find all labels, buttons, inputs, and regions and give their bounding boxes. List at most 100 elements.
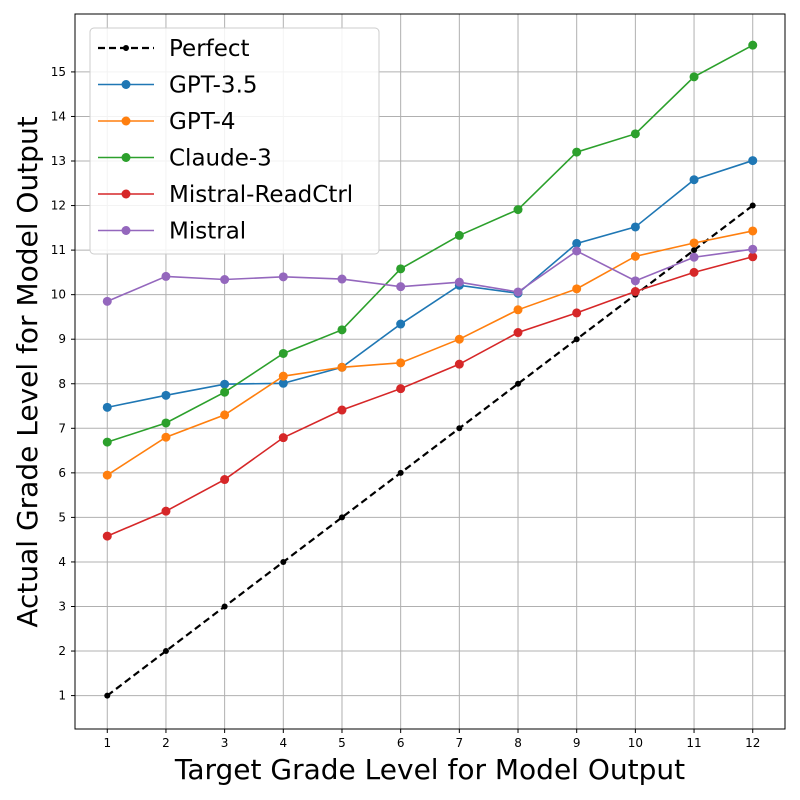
x-axis-ticks: 1 2 3 4 5 6 7 8 9 10 11 12 [103,729,760,750]
data-point-gpt-4 [513,305,523,315]
series-group [102,40,758,699]
data-point-gpt-4 [689,238,699,248]
data-point-gpt-4 [396,358,406,368]
y-tick-label: 1 [58,689,66,703]
data-point-gpt-4 [337,362,347,372]
series-line-gpt-4 [106,230,753,476]
data-point-gpt-4 [278,371,288,381]
y-tick-label: 7 [58,421,66,435]
y-tick-label: 3 [58,599,66,613]
series-mistral-readctrl [102,252,758,541]
data-point-mistral-readctrl [220,475,230,485]
y-tick-label: 12 [51,199,66,213]
data-point-gpt-3-5 [102,402,112,412]
x-tick-label: 4 [279,736,287,750]
series-line-gpt-3-5 [107,159,753,409]
x-tick-label: 9 [573,736,581,750]
series-line-mistral [106,248,753,303]
data-point-gpt-4 [220,410,230,420]
data-point-mistral-readctrl [513,328,523,338]
series-line-mistral-readctrl [106,256,753,537]
x-tick-label: 3 [221,736,229,750]
y-tick-label: 10 [51,288,66,302]
data-point-mistral [102,296,112,306]
legend-marker-gpt-4 [121,116,131,126]
data-point-perfect [280,558,287,565]
data-point-mistral-readctrl [161,506,171,516]
data-point-perfect [749,202,756,209]
data-point-gpt-4 [748,226,758,236]
y-tick-label: 15 [51,65,66,79]
x-tick-label: 5 [338,736,346,750]
data-point-mistral-readctrl [748,252,758,262]
data-point-claude-3 [102,437,112,447]
data-point-gpt-4 [454,334,464,344]
y-axis-title: Actual Grade Level for Model Output [11,116,44,627]
legend-box [89,27,380,255]
data-point-perfect [397,469,404,476]
series-claude-3 [102,40,758,447]
data-point-mistral-readctrl [572,308,582,318]
x-tick-label: 2 [162,736,170,750]
series-mistral [102,244,758,306]
data-point-mistral [396,282,406,292]
data-point-gpt-4 [572,284,582,294]
y-tick-label: 11 [51,243,66,257]
x-tick-label: 10 [628,736,643,750]
y-tick-label: 9 [58,332,66,346]
data-point-gpt-3-5 [278,378,288,388]
y-tick-label: 2 [58,644,66,658]
data-point-claude-3 [396,264,406,274]
data-point-claude-3 [689,72,699,82]
data-point-perfect [338,514,345,521]
y-tick-label: 8 [58,377,66,391]
legend-label-claude-3: Claude-3 [169,146,272,172]
x-tick-label: 12 [745,736,760,750]
data-point-mistral-readctrl [102,531,112,541]
legend-marker-mistral-readctrl [121,189,131,199]
x-tick-label: 11 [686,736,701,750]
y-tick-label: 14 [51,109,66,123]
data-point-perfect [221,603,228,610]
data-point-gpt-3-5 [572,238,582,248]
x-tick-label: 8 [514,736,522,750]
y-tick-label: 4 [58,555,66,569]
legend-label-mistral-readctrl: Mistral-ReadCtrl [169,182,353,208]
data-point-claude-3 [630,129,640,139]
series-perfect [104,202,756,699]
legend-marker-gpt-3-5 [121,80,131,89]
legend-marker-mistral [121,226,131,235]
data-point-perfect [515,380,522,387]
legend: Perfect GPT-3.5 GPT-4 Claude-3 Mistral-ReadC… [89,27,380,255]
plot-frame [74,13,786,730]
y-tick-label: 13 [51,154,66,168]
x-axis-title: Target Grade Level for Model Output [174,753,685,786]
data-point-gpt-4 [161,432,171,442]
data-point-mistral [220,275,230,285]
data-point-mistral [689,252,699,262]
data-point-mistral [337,274,347,284]
data-point-claude-3 [513,205,523,215]
data-point-mistral-readctrl [278,433,288,443]
data-point-mistral [630,276,640,286]
data-point-claude-3 [337,325,347,335]
data-point-claude-3 [748,40,758,50]
data-point-mistral [161,271,171,281]
data-point-gpt-3-5 [748,156,758,166]
data-point-gpt-4 [102,470,112,480]
data-point-mistral [513,287,523,297]
legend-marker-claude-3 [121,153,131,162]
data-point-claude-3 [454,230,464,240]
data-point-perfect [104,692,111,699]
data-point-mistral [748,244,758,254]
data-point-mistral [454,277,464,287]
data-point-mistral-readctrl [396,384,406,394]
data-point-mistral [572,246,582,256]
x-tick-label: 1 [103,736,111,750]
data-point-perfect [573,336,580,343]
series-line-claude-3 [107,44,754,443]
x-tick-label: 6 [397,736,405,750]
data-point-claude-3 [278,348,288,358]
